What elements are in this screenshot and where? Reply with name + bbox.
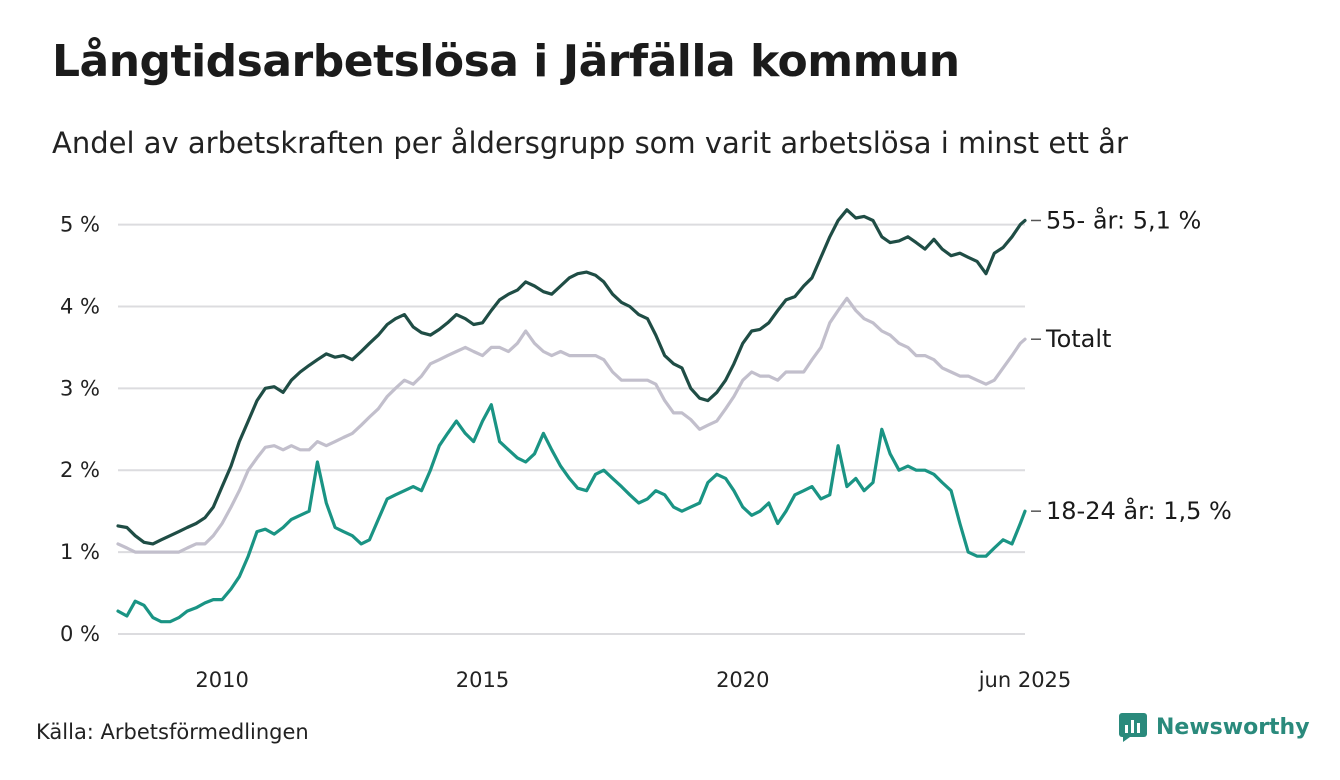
x-tick-label: 2015 — [456, 668, 509, 692]
brand-name: Newsworthy — [1156, 714, 1310, 740]
y-tick-label: 0 % — [60, 622, 100, 646]
series-end-label: 55- år: 5,1 % — [1046, 205, 1201, 234]
series-end-label: 18-24 år: 1,5 % — [1046, 496, 1232, 525]
series-lines — [116, 208, 1027, 624]
y-tick-label: 1 % — [60, 540, 100, 564]
x-tick-label: 2020 — [716, 668, 769, 692]
chart-subtitle: Andel av arbetskraften per åldersgrupp s… — [52, 126, 1128, 160]
y-tick-label: 2 % — [60, 458, 100, 482]
y-tick-label: 3 % — [60, 376, 100, 400]
x-tick-label: jun 2025 — [978, 668, 1072, 692]
chart-title: Långtidsarbetslösa i Järfälla kommun — [52, 36, 960, 87]
y-axis-labels: 0 % 1 % 2 % 3 % 4 % 5 % — [60, 213, 100, 646]
series-line — [116, 296, 1027, 554]
y-tick-label: 4 % — [60, 294, 100, 318]
series-end-labels: 55- år: 5,1 % Totalt 18-24 år: 1,5 % — [1031, 205, 1232, 525]
x-axis-labels: 2010 2015 2020 jun 2025 — [195, 668, 1071, 692]
series-end-label: Totalt — [1045, 325, 1111, 353]
series-line — [116, 403, 1027, 624]
x-tick-label: 2010 — [195, 668, 248, 692]
line-chart: 0 %1 %2 %3 %4 %5 % 2010 2015 2020 jun 2025 … — [60, 205, 1232, 692]
newsworthy-logo-icon — [1119, 713, 1147, 742]
brand-logo: Newsworthy — [1118, 712, 1310, 742]
gridlines — [118, 223, 1025, 635]
series-line — [116, 208, 1027, 546]
y-tick-label: 5 % — [60, 213, 100, 237]
source-note: Källa: Arbetsförmedlingen — [36, 720, 309, 744]
